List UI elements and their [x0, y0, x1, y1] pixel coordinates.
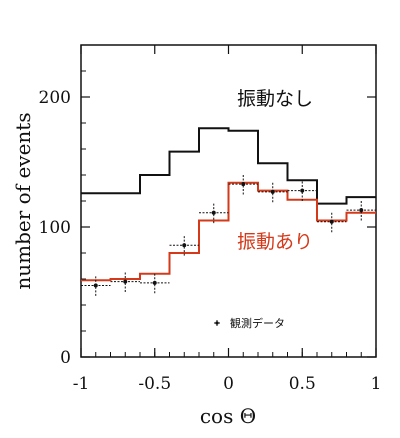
data-point-7 [287, 180, 317, 201]
data-point-marker [241, 182, 246, 187]
y-tick-label: 100 [39, 218, 71, 238]
step-series-1 [81, 181, 376, 282]
data-point-marker [270, 189, 275, 194]
x-tick-label: 0.5 [289, 374, 316, 394]
data-point-6 [258, 181, 288, 203]
data-point-9 [346, 199, 376, 221]
data-point-marker [300, 188, 305, 193]
data-point-3 [169, 234, 199, 256]
data-point-marker [211, 210, 216, 215]
data-point-2 [140, 272, 170, 294]
data-point-8 [317, 211, 347, 233]
legend: 観測データ [214, 316, 285, 330]
data-point-marker [93, 283, 98, 288]
data-point-marker [359, 208, 364, 213]
series-label-no-oscillation: 振動なし [237, 88, 313, 110]
data-point-marker [182, 243, 187, 248]
x-tick-label: -1 [73, 374, 90, 394]
data-point-4 [199, 202, 229, 224]
x-tick-label: 1 [371, 374, 382, 394]
series-label-oscillation: 振動あり [237, 231, 313, 253]
plot-marks [81, 127, 376, 296]
data-point-marker [329, 219, 334, 224]
data-point-marker [152, 280, 157, 285]
legend-marker-point [215, 321, 219, 325]
x-axis-label: cos Θ [200, 404, 256, 428]
y-tick-label: 0 [60, 348, 71, 368]
y-tick-label: 200 [39, 88, 71, 108]
x-tick-label: 0 [223, 374, 234, 394]
legend-label-observed: 観測データ [230, 316, 285, 330]
axis-ticks: -1 -0.5 0 0.5 1 0 100 200 [39, 45, 382, 394]
y-axis-label: number of events [11, 112, 35, 289]
data-point-marker [123, 279, 128, 284]
data-point-5 [228, 173, 258, 195]
data-point-1 [110, 271, 140, 292]
x-tick-label: -0.5 [138, 374, 171, 394]
data-point-0 [81, 275, 111, 296]
